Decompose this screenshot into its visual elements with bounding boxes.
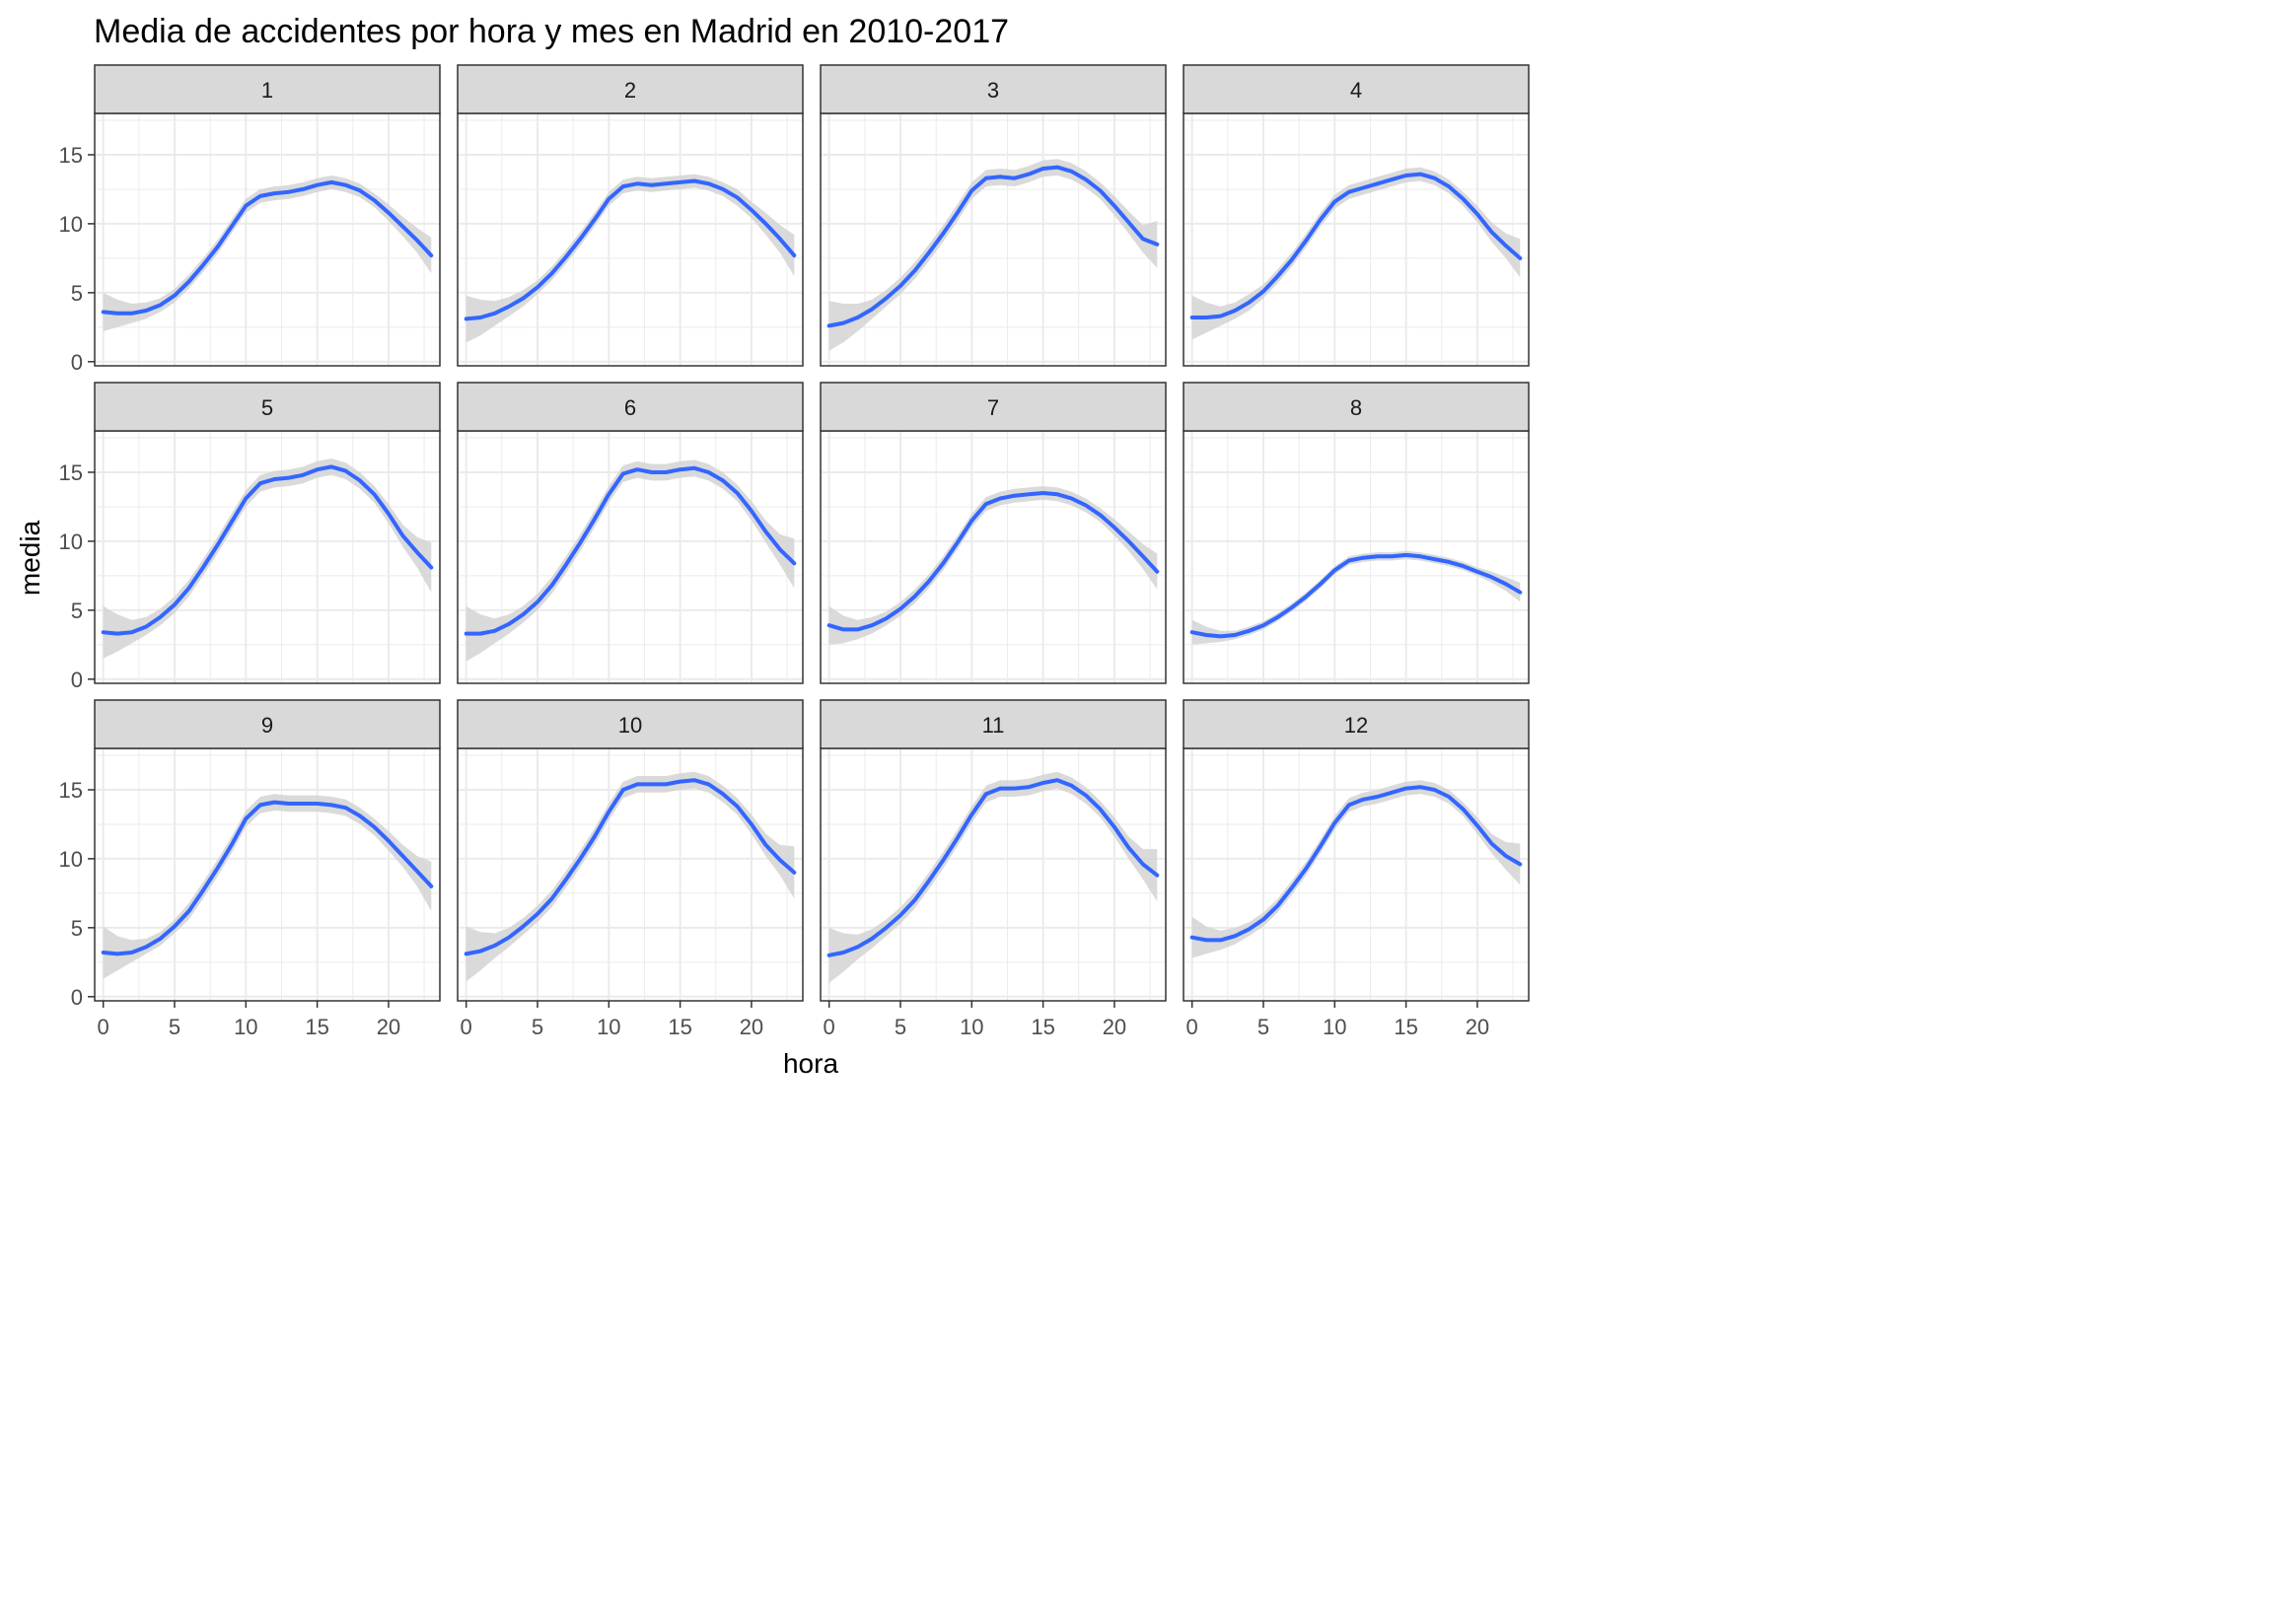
facet-strip-label: 10 [618,713,642,738]
faceted-line-chart: Media de accidentes por hora y mes en Ma… [0,0,1546,1093]
series-line [826,778,1160,957]
x-tick-label: 5 [169,1015,180,1039]
x-tick-label: 10 [234,1015,257,1039]
x-tick-label: 10 [960,1015,983,1039]
x-tick-label: 20 [740,1015,763,1039]
facet-strip [94,382,441,432]
facet-panel: 4 [1183,64,1530,367]
y-tick-label: 15 [59,778,83,803]
y-axis-label: media [15,520,45,596]
y-tick-label: 5 [71,281,83,306]
facet-panel: 11 0 5 10 15 20 [820,699,1167,1039]
series-line [1189,172,1523,319]
facet-strip-label: 7 [987,395,999,420]
facet-strip-label: 1 [261,78,273,103]
x-tick-label: 0 [824,1015,835,1039]
y-tick-label: 10 [59,847,83,872]
series-line [101,179,434,316]
series-line [826,491,1160,632]
confidence-ribbon [103,459,432,659]
series-line [464,465,797,636]
y-tick-label: 0 [71,350,83,375]
series-line [1189,552,1523,639]
x-tick-label: 0 [98,1015,109,1039]
facet-strip [94,64,441,114]
y-tick-label: 5 [71,599,83,623]
facet-panel: 10 0 5 10 15 20 [457,699,804,1039]
series-line [101,464,434,636]
x-tick-label: 20 [377,1015,400,1039]
y-tick-label: 10 [59,529,83,554]
x-tick-label: 5 [1257,1015,1269,1039]
x-tick-label: 15 [1031,1015,1054,1039]
x-tick-label: 0 [1186,1015,1198,1039]
facet-strip-label: 5 [261,395,273,420]
x-tick-label: 5 [532,1015,543,1039]
facet-panel: 6 [457,382,804,684]
facet-panel: 5 0 5 10 15 [59,382,441,692]
x-axis-label: hora [783,1048,838,1079]
y-tick-label: 10 [59,212,83,237]
y-tick-label: 15 [59,460,83,485]
series-line [464,778,797,956]
facet-strip-label: 4 [1350,78,1362,103]
facet-strip-label: 8 [1350,395,1362,420]
y-tick-label: 15 [59,143,83,168]
x-tick-label: 0 [461,1015,472,1039]
facet-panel: 8 [1183,382,1530,684]
facet-strip [1183,382,1530,432]
y-tick-label: 5 [71,916,83,941]
x-tick-label: 20 [1103,1015,1126,1039]
facet-strip [457,382,804,432]
facet-strip-label: 11 [982,713,1005,738]
confidence-ribbon [1191,780,1521,958]
facet-panel: 3 [820,64,1167,367]
facet-strip [94,699,441,749]
facet-strip-label: 3 [987,78,999,103]
facet-strip [820,64,1167,114]
confidence-ribbon [103,176,432,331]
confidence-ribbon [1191,167,1521,340]
x-tick-label: 5 [895,1015,906,1039]
confidence-ribbon [828,486,1158,645]
facet-strip [457,699,804,749]
facet-strip [1183,64,1530,114]
facet-panel: 12 0 5 10 15 20 [1183,699,1530,1039]
facet-strip [457,64,804,114]
x-tick-label: 10 [597,1015,620,1039]
x-tick-label: 20 [1466,1015,1489,1039]
x-tick-label: 15 [1394,1015,1417,1039]
facet-panel: 2 [457,64,804,367]
facet-strip-label: 9 [261,713,273,738]
y-tick-label: 0 [71,985,83,1010]
facet-strip-label: 6 [624,395,636,420]
series-line [826,165,1160,328]
x-tick-label: 15 [305,1015,328,1039]
y-tick-label: 0 [71,668,83,692]
series-line [464,178,797,321]
facet-strip [1183,699,1530,749]
chart-title: Media de accidentes por hora y mes en Ma… [94,13,1009,50]
facet-strip [820,382,1167,432]
facet-strip-label: 2 [624,78,636,103]
series-line [1189,785,1523,943]
x-tick-label: 15 [668,1015,691,1039]
facet-strip [820,699,1167,749]
facet-panel: 9 0 5 10 15 0 5 10 15 20 [59,699,441,1039]
facet-strip-label: 12 [1344,713,1368,738]
x-tick-label: 10 [1323,1015,1346,1039]
facet-panel: 7 [820,382,1167,684]
series-line [101,800,434,956]
